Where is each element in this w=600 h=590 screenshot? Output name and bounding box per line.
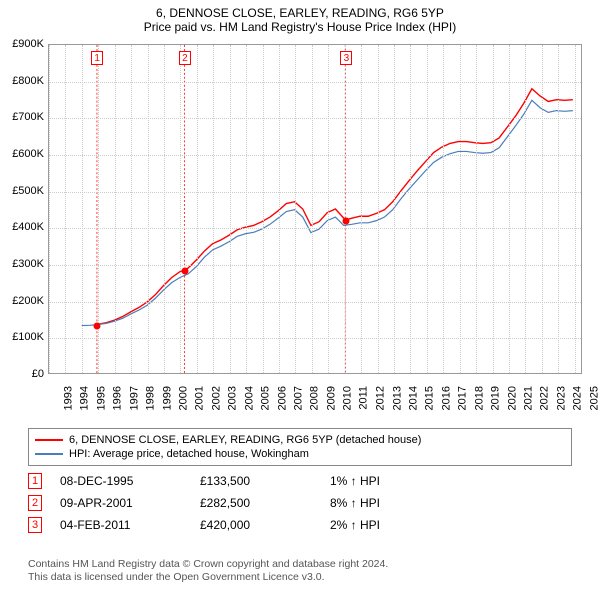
- x-tick-label: 2023: [555, 386, 567, 410]
- x-tick-label: 1993: [62, 386, 74, 410]
- sale-marker-box: 1: [91, 51, 103, 65]
- x-tick-label: 2007: [293, 386, 305, 410]
- series-line: [97, 89, 573, 325]
- x-tick-label: 2024: [572, 386, 584, 410]
- y-axis-labels: £0£100K£200K£300K£400K£500K£600K£700K£80…: [0, 44, 46, 374]
- y-tick-label: £600K: [0, 148, 44, 160]
- x-tick-label: 2001: [194, 386, 206, 410]
- legend-item: 6, DENNOSE CLOSE, EARLEY, READING, RG6 5…: [35, 433, 565, 447]
- x-tick-label: 2005: [260, 386, 272, 410]
- x-tick-label: 2002: [210, 386, 222, 410]
- y-tick-label: £800K: [0, 75, 44, 87]
- x-tick-label: 2020: [506, 386, 518, 410]
- x-tick-label: 2015: [424, 386, 436, 410]
- sale-marker-box: 2: [179, 51, 191, 65]
- x-tick-label: 1996: [112, 386, 124, 410]
- legend-swatch: [35, 453, 63, 455]
- x-axis-labels: 1993 1994 1995 1996 1997 1998 1999 2000 2001 2002…: [48, 378, 582, 428]
- legend-item: HPI: Average price, detached house, Woki…: [35, 447, 565, 461]
- x-tick-label: 2008: [309, 386, 321, 410]
- x-tick-label: 2019: [490, 386, 502, 410]
- x-tick-label: 2003: [227, 386, 239, 410]
- y-tick-label: £100K: [0, 331, 44, 343]
- sale-index-box: 2: [28, 495, 42, 511]
- x-tick-label: 1999: [161, 386, 173, 410]
- sale-price: £282,500: [200, 496, 330, 510]
- sale-price: £420,000: [200, 518, 330, 532]
- sale-row: 1 08-DEC-1995£133,5001% ↑ HPI: [28, 470, 572, 492]
- sale-hpi-delta: 2% ↑ HPI: [330, 518, 450, 532]
- plot-area: 1 2 3: [48, 44, 582, 374]
- sale-row: 3 04-FEB-2011£420,0002% ↑ HPI: [28, 514, 572, 536]
- footer-attribution: Contains HM Land Registry data © Crown c…: [28, 558, 572, 584]
- sale-date: 09-APR-2001: [60, 496, 200, 510]
- x-tick-label: 1994: [79, 386, 91, 410]
- x-tick-label: 1998: [145, 386, 157, 410]
- sale-hpi-delta: 8% ↑ HPI: [330, 496, 450, 510]
- legend-label: HPI: Average price, detached house, Woki…: [69, 448, 309, 460]
- footer-line-2: This data is licensed under the Open Gov…: [28, 571, 572, 584]
- x-tick-label: 2004: [243, 386, 255, 410]
- chart-container: 6, DENNOSE CLOSE, EARLEY, READING, RG6 5…: [0, 0, 600, 590]
- x-tick-label: 1997: [128, 386, 140, 410]
- y-tick-label: £500K: [0, 185, 44, 197]
- legend-label: 6, DENNOSE CLOSE, EARLEY, READING, RG6 5…: [69, 434, 421, 446]
- x-tick-label: 2012: [375, 386, 387, 410]
- x-tick-label: 2018: [473, 386, 485, 410]
- x-tick-label: 2010: [342, 386, 354, 410]
- sale-row: 2 09-APR-2001£282,5008% ↑ HPI: [28, 492, 572, 514]
- footer-line-1: Contains HM Land Registry data © Crown c…: [28, 558, 572, 571]
- sale-marker-dot: [343, 218, 350, 225]
- x-tick-label: 2009: [325, 386, 337, 410]
- x-tick-label: 2016: [440, 386, 452, 410]
- y-tick-label: £0: [0, 368, 44, 380]
- x-tick-label: 2021: [523, 386, 535, 410]
- sale-marker-dot: [94, 323, 101, 330]
- x-tick-label: 2022: [539, 386, 551, 410]
- chart-title: 6, DENNOSE CLOSE, EARLEY, READING, RG6 5…: [0, 0, 600, 20]
- sale-index-box: 1: [28, 473, 42, 489]
- sale-hpi-delta: 1% ↑ HPI: [330, 474, 450, 488]
- x-tick-label: 2006: [276, 386, 288, 410]
- y-tick-label: £200K: [0, 295, 44, 307]
- sale-price: £133,500: [200, 474, 330, 488]
- sales-table: 1 08-DEC-1995£133,5001% ↑ HPI 2 09-APR-2001…: [28, 470, 572, 536]
- y-tick-label: £300K: [0, 258, 44, 270]
- x-tick-label: 2014: [408, 386, 420, 410]
- chart-svg: [49, 45, 581, 373]
- x-tick-label: 1995: [95, 386, 107, 410]
- sale-index-box: 3: [28, 517, 42, 533]
- y-tick-label: £900K: [0, 38, 44, 50]
- chart-subtitle: Price paid vs. HM Land Registry's House …: [0, 20, 600, 38]
- x-tick-label: 2013: [391, 386, 403, 410]
- sale-marker-box: 3: [340, 51, 352, 65]
- legend-box: 6, DENNOSE CLOSE, EARLEY, READING, RG6 5…: [28, 428, 572, 466]
- x-tick-label: 2011: [357, 386, 369, 410]
- sale-marker-dot: [181, 268, 188, 275]
- x-tick-label: 2025: [588, 386, 600, 410]
- legend-swatch: [35, 439, 63, 441]
- sale-date: 04-FEB-2011: [60, 518, 200, 532]
- sale-date: 08-DEC-1995: [60, 474, 200, 488]
- y-tick-label: £400K: [0, 221, 44, 233]
- x-tick-label: 2017: [457, 386, 469, 410]
- y-tick-label: £700K: [0, 111, 44, 123]
- x-tick-label: 2000: [177, 386, 189, 410]
